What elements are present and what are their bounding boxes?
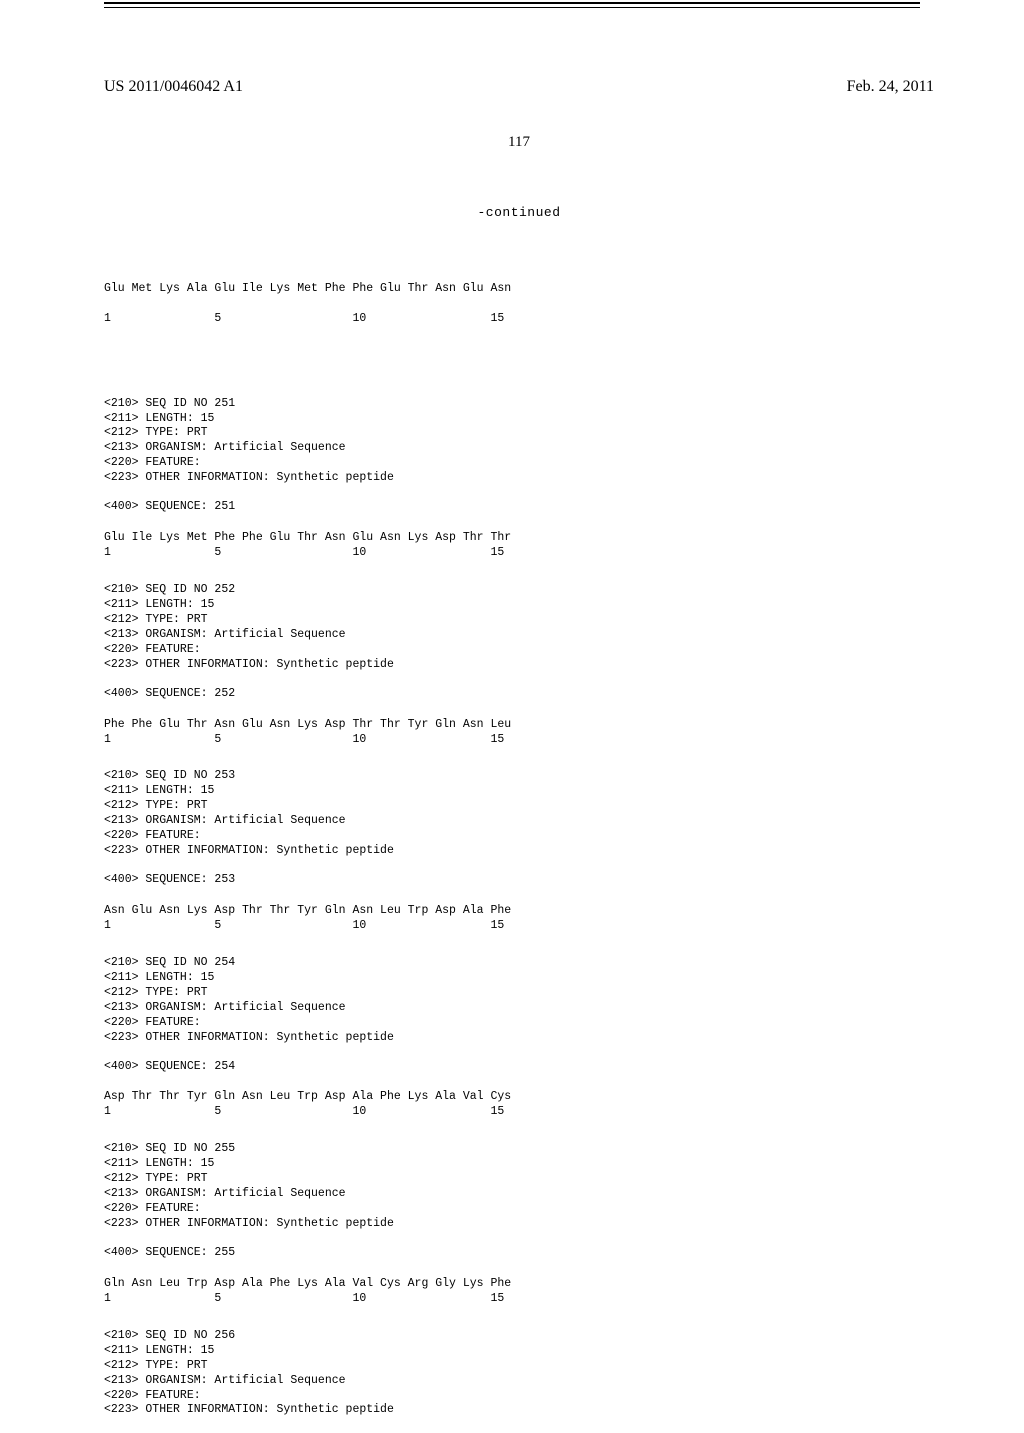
sequence-meta-line: <211> LENGTH: 15 (104, 598, 920, 613)
sequence-position-numbers: 1 5 10 15 (104, 919, 920, 934)
publication-date: Feb. 24, 2011 (847, 78, 934, 96)
sequence-position-numbers: 1 5 10 15 (104, 546, 920, 561)
sequence-meta-line: <211> LENGTH: 15 (104, 1344, 920, 1359)
initial-sequence-block: Glu Met Lys Ala Glu Ile Lys Met Phe Phe … (104, 265, 920, 342)
sequence-meta-line: <223> OTHER INFORMATION: Synthetic pepti… (104, 844, 920, 859)
sequence-entry: <210> SEQ ID NO 252<211> LENGTH: 15<212>… (104, 583, 920, 747)
sequence-meta-line: <210> SEQ ID NO 251 (104, 397, 920, 412)
sequence-meta-line: <212> TYPE: PRT (104, 1172, 920, 1187)
sequence-meta-line: <223> OTHER INFORMATION: Synthetic pepti… (104, 471, 920, 486)
sequence-meta-line: <211> LENGTH: 15 (104, 1157, 920, 1172)
sequence-meta-line: <223> OTHER INFORMATION: Synthetic pepti… (104, 1403, 920, 1418)
sequence-position-numbers: 1 5 10 15 (104, 1105, 920, 1120)
page-number: 117 (104, 134, 934, 151)
continued-label: -continued (104, 205, 934, 220)
sequence-meta-line: <213> ORGANISM: Artificial Sequence (104, 441, 920, 456)
sequence-position-numbers: 1 5 10 15 (104, 733, 920, 748)
sequence-meta-line: <212> TYPE: PRT (104, 986, 920, 1001)
header-row: US 2011/0046042 A1 Feb. 24, 2011 (104, 78, 934, 96)
sequence-meta-line: <223> OTHER INFORMATION: Synthetic pepti… (104, 1217, 920, 1232)
sequence-listing-content: Glu Met Lys Ala Glu Ile Lys Met Phe Phe … (104, 250, 920, 1433)
sequence-meta-line: <213> ORGANISM: Artificial Sequence (104, 1374, 920, 1389)
sequence-entry: <210> SEQ ID NO 254<211> LENGTH: 15<212>… (104, 956, 920, 1120)
sequence-meta-line: <210> SEQ ID NO 254 (104, 956, 920, 971)
sequence-meta-line: <220> FEATURE: (104, 1202, 920, 1217)
sequence-residues: Glu Ile Lys Met Phe Phe Glu Thr Asn Glu … (104, 531, 920, 546)
sequence-meta-line: <210> SEQ ID NO 253 (104, 769, 920, 784)
divider-thick (104, 2, 920, 4)
sequence-label: <400> SEQUENCE: 253 (104, 873, 920, 888)
sequence-meta-line: <210> SEQ ID NO 252 (104, 583, 920, 598)
sequence-residues: Asn Glu Asn Lys Asp Thr Thr Tyr Gln Asn … (104, 904, 920, 919)
sequence-meta-line: <211> LENGTH: 15 (104, 412, 920, 427)
sequence-position-numbers: 1 5 10 15 (104, 312, 920, 327)
sequence-entry: <210> SEQ ID NO 256<211> LENGTH: 15<212>… (104, 1329, 920, 1419)
sequence-meta-line: <213> ORGANISM: Artificial Sequence (104, 628, 920, 643)
sequence-residues: Phe Phe Glu Thr Asn Glu Asn Lys Asp Thr … (104, 718, 920, 733)
sequence-meta-line: <210> SEQ ID NO 255 (104, 1142, 920, 1157)
sequence-meta-line: <223> OTHER INFORMATION: Synthetic pepti… (104, 658, 920, 673)
sequence-meta-line: <220> FEATURE: (104, 456, 920, 471)
sequence-label: <400> SEQUENCE: 255 (104, 1246, 920, 1261)
sequence-meta-line: <223> OTHER INFORMATION: Synthetic pepti… (104, 1031, 920, 1046)
sequence-residues: Glu Met Lys Ala Glu Ile Lys Met Phe Phe … (104, 282, 920, 297)
sequence-meta-line: <213> ORGANISM: Artificial Sequence (104, 1001, 920, 1016)
sequence-entry: <210> SEQ ID NO 255<211> LENGTH: 15<212>… (104, 1142, 920, 1306)
sequence-meta-line: <220> FEATURE: (104, 643, 920, 658)
sequence-position-numbers: 1 5 10 15 (104, 1292, 920, 1307)
sequence-meta-line: <212> TYPE: PRT (104, 1359, 920, 1374)
sequence-meta-line: <220> FEATURE: (104, 829, 920, 844)
sequence-label: <400> SEQUENCE: 251 (104, 500, 920, 515)
sequence-residues: Asp Thr Thr Tyr Gln Asn Leu Trp Asp Ala … (104, 1090, 920, 1105)
entries-container: <210> SEQ ID NO 251<211> LENGTH: 15<212>… (104, 397, 920, 1419)
sequence-meta-line: <211> LENGTH: 15 (104, 971, 920, 986)
sequence-meta-line: <220> FEATURE: (104, 1016, 920, 1031)
sequence-meta-line: <210> SEQ ID NO 256 (104, 1329, 920, 1344)
sequence-meta-line: <213> ORGANISM: Artificial Sequence (104, 814, 920, 829)
sequence-residues: Gln Asn Leu Trp Asp Ala Phe Lys Ala Val … (104, 1277, 920, 1292)
sequence-meta-line: <212> TYPE: PRT (104, 799, 920, 814)
sequence-meta-line: <220> FEATURE: (104, 1389, 920, 1404)
sequence-entry: <210> SEQ ID NO 251<211> LENGTH: 15<212>… (104, 397, 920, 561)
sequence-meta-line: <211> LENGTH: 15 (104, 784, 920, 799)
sequence-meta-line: <212> TYPE: PRT (104, 613, 920, 628)
sequence-label: <400> SEQUENCE: 252 (104, 687, 920, 702)
sequence-meta-line: <213> ORGANISM: Artificial Sequence (104, 1187, 920, 1202)
page-header: US 2011/0046042 A1 Feb. 24, 2011 117 -co… (0, 78, 1024, 220)
divider-thin (104, 7, 920, 8)
sequence-label: <400> SEQUENCE: 254 (104, 1060, 920, 1075)
sequence-entry: <210> SEQ ID NO 253<211> LENGTH: 15<212>… (104, 769, 920, 933)
publication-number: US 2011/0046042 A1 (104, 78, 243, 96)
sequence-meta-line: <212> TYPE: PRT (104, 426, 920, 441)
